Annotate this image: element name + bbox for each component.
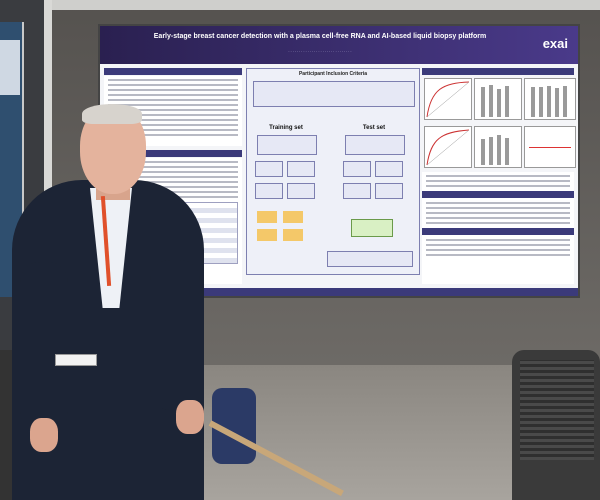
chair-mesh-back — [520, 360, 594, 460]
training-set-label: Training set — [269, 125, 303, 131]
right-hand — [176, 400, 204, 434]
test-plasma-box — [345, 135, 405, 155]
roc-curve-2 — [426, 129, 470, 166]
box-f — [287, 183, 315, 199]
green-box — [351, 219, 393, 237]
flowchart-title: Participant Inclusion Criteria — [298, 71, 368, 77]
poster-title: Early-stage breast cancer detection with… — [153, 33, 487, 40]
left-arm — [20, 262, 68, 432]
yellow-box-4 — [283, 229, 303, 241]
poster-logo: exai — [542, 36, 568, 51]
criteria-box — [253, 81, 415, 107]
scatter-chart — [524, 126, 576, 168]
poster-header: Early-stage breast cancer detection with… — [100, 26, 578, 64]
box-d — [375, 161, 403, 177]
right-column-header — [422, 68, 574, 75]
poster-authors: · · · · · · · · · · · · · · · · · · · · … — [288, 50, 352, 54]
box-c — [343, 161, 371, 177]
bar-chart-3 — [474, 126, 522, 168]
box-g — [343, 183, 371, 199]
test-set-label: Test set — [362, 125, 386, 131]
left-poster-strip — [0, 40, 20, 95]
box-h — [375, 183, 403, 199]
yellow-box-3 — [257, 229, 277, 241]
poster-footer — [100, 288, 578, 296]
gray-hair — [82, 104, 142, 124]
left-column-header-2 — [104, 150, 242, 157]
training-plasma-box — [257, 135, 317, 155]
yellow-box-1 — [257, 211, 277, 223]
right-column-text — [422, 172, 574, 284]
roc-curve — [426, 81, 470, 118]
bar-chart-1 — [474, 78, 522, 120]
flowchart-panel: Participant Inclusion Criteria Training … — [246, 68, 420, 275]
name-badge — [55, 354, 97, 366]
top-beam — [52, 0, 600, 10]
result-box — [327, 251, 413, 267]
roc-curve-chart — [424, 78, 472, 120]
box-e — [255, 183, 283, 199]
roc-curve-chart-2 — [424, 126, 472, 168]
bar-chart-2 — [524, 78, 576, 120]
box-b — [287, 161, 315, 177]
right-arm — [150, 260, 200, 410]
left-column-header — [104, 68, 242, 75]
box-a — [255, 161, 283, 177]
left-hand — [30, 418, 58, 452]
yellow-box-2 — [283, 211, 303, 223]
